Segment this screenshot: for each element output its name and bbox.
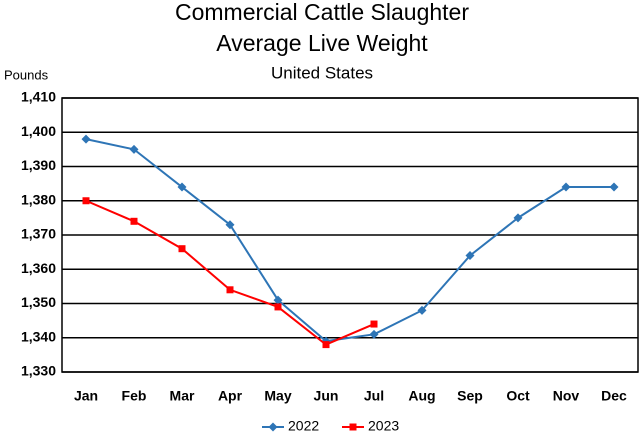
x-tick-label: Dec	[601, 388, 627, 404]
data-point	[370, 320, 378, 328]
x-tick-label: Jun	[314, 388, 339, 404]
y-tick-label: 1,350	[21, 294, 56, 310]
data-point	[417, 305, 427, 315]
data-point	[225, 220, 235, 230]
plot-border	[61, 97, 639, 373]
data-point	[81, 134, 91, 144]
data-point	[322, 341, 330, 349]
data-point	[273, 295, 283, 305]
y-tick-label: 1,360	[21, 260, 56, 276]
data-point	[177, 182, 187, 192]
data-point	[129, 144, 139, 154]
data-point	[369, 329, 379, 339]
legend-marker	[349, 423, 357, 431]
x-tick-label: Sep	[457, 388, 483, 404]
x-tick-label: Apr	[218, 388, 243, 404]
data-point	[226, 286, 234, 294]
legend-label: 2023	[368, 418, 399, 434]
data-point	[609, 182, 619, 192]
x-tick-label: Mar	[170, 388, 195, 404]
y-tick-label: 1,390	[21, 157, 56, 173]
chart-title: Average Live Weight	[216, 30, 428, 56]
x-tick-label: Nov	[553, 388, 580, 404]
y-axis-label: Pounds	[4, 67, 49, 82]
data-point	[178, 245, 186, 253]
y-tick-label: 1,400	[21, 123, 56, 139]
x-tick-label: May	[264, 388, 291, 404]
x-tick-label: Feb	[122, 388, 147, 404]
y-tick-label: 1,330	[21, 363, 56, 379]
data-point	[561, 182, 571, 192]
x-tick-label: Jan	[74, 388, 98, 404]
chart-subtitle: United States	[271, 63, 373, 82]
x-tick-label: Aug	[408, 388, 435, 404]
y-tick-label: 1,370	[21, 226, 56, 242]
data-point	[513, 213, 523, 223]
x-tick-label: Jul	[364, 388, 384, 404]
data-point	[130, 217, 138, 225]
y-tick-label: 1,410	[21, 89, 56, 105]
legend-marker	[268, 422, 278, 432]
x-tick-label: Oct	[506, 388, 530, 404]
series-line	[85, 138, 614, 343]
data-point	[465, 251, 475, 261]
y-tick-label: 1,340	[21, 328, 56, 344]
legend-label: 2022	[288, 418, 319, 434]
chart-title: Commercial Cattle Slaughter	[175, 0, 469, 25]
data-point	[82, 197, 90, 205]
data-point	[274, 303, 282, 311]
y-tick-label: 1,380	[21, 191, 56, 207]
